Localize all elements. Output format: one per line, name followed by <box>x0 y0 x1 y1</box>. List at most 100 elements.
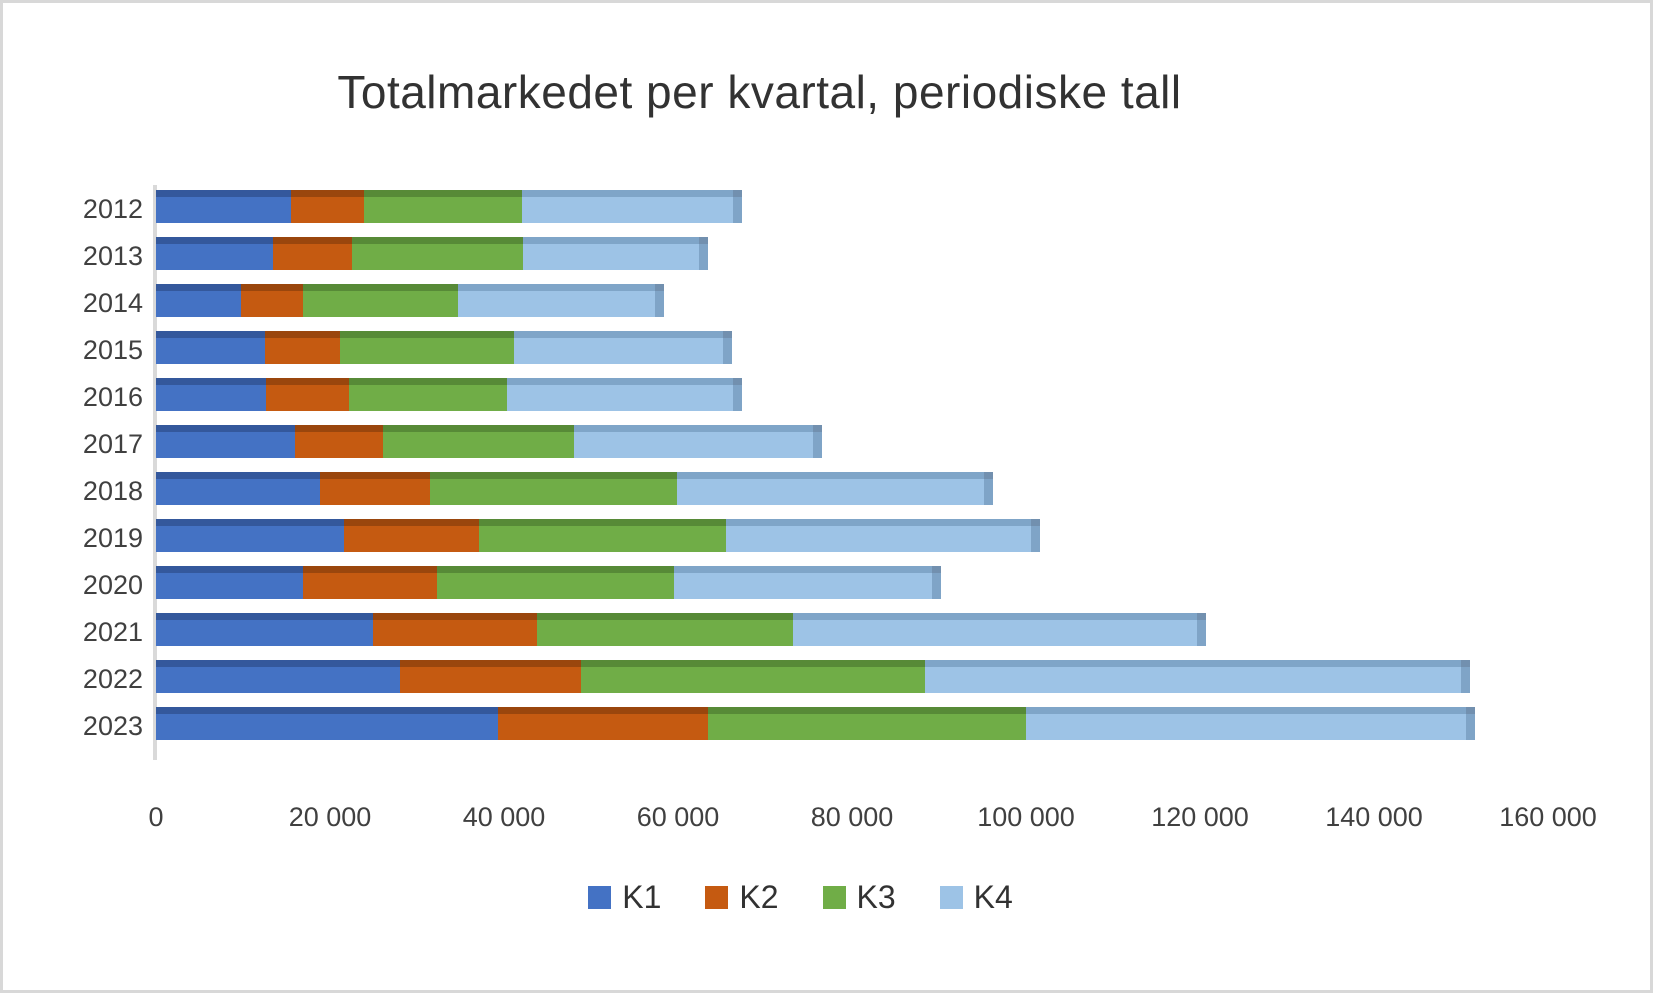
bar-row-2012: 2012 <box>58 189 1548 236</box>
bar-segment-K2 <box>303 566 437 599</box>
y-axis-label: 2020 <box>82 570 143 600</box>
bar-end-cap <box>732 378 742 411</box>
y-axis-label: 2013 <box>82 241 143 271</box>
bar-segment-K4 <box>523 237 699 270</box>
bar-segment-K3 <box>349 378 507 411</box>
bar-segment-K2 <box>372 613 538 646</box>
x-axis-tick-labels: 0 20 000 40 000 60 000 80 000 100 000 120 000 1… <box>148 802 1596 838</box>
bar-segment-K2 <box>319 472 431 505</box>
bar-segment-K3 <box>436 566 675 599</box>
y-axis-label: 2022 <box>82 664 143 694</box>
stacked-bar <box>156 519 1548 552</box>
x-axis-tick-label: 40 000 <box>462 802 546 832</box>
stacked-bar <box>156 613 1548 646</box>
bar-end-cap <box>1197 613 1207 646</box>
bar-row-2016: 2016 <box>58 377 1548 424</box>
bar-segment-K1 <box>156 519 344 552</box>
bar-row-2017: 2017 <box>58 424 1548 471</box>
legend-item-K4: K4 <box>939 879 1013 916</box>
legend-swatch-icon <box>588 886 612 909</box>
legend-swatch-icon <box>822 886 846 909</box>
stacked-bar <box>156 566 1548 599</box>
bar-end-cap <box>698 237 708 270</box>
bar-row-2023: 2023 <box>58 706 1548 753</box>
bar-row-2020: 2020 <box>58 565 1548 612</box>
bar-segment-K3 <box>363 190 523 223</box>
bar-end-cap <box>655 284 665 317</box>
legend-item-K3: K3 <box>822 879 896 916</box>
x-axis-tick-label: 20 000 <box>288 802 372 832</box>
x-axis-tick-label: 140 000 <box>1325 802 1423 832</box>
stacked-bar <box>156 284 1548 317</box>
bar-segment-K1 <box>156 425 296 458</box>
bar-segment-K1 <box>156 237 274 270</box>
bar-segment-K4 <box>725 519 1032 552</box>
bar-segment-K2 <box>266 378 350 411</box>
y-axis-label: 2015 <box>82 335 143 365</box>
x-axis-tick-label: 100 000 <box>977 802 1075 832</box>
bar-segment-K4 <box>457 284 656 317</box>
bar-segment-K3 <box>383 425 574 458</box>
bar-row-2013: 2013 <box>58 236 1548 283</box>
bar-segment-K1 <box>156 613 373 646</box>
y-axis-label: 2014 <box>82 288 143 318</box>
bar-segment-K3 <box>581 660 926 693</box>
x-axis-tick-label: 0 <box>148 802 164 832</box>
bar-row-2022: 2022 <box>58 659 1548 706</box>
legend-item-K2: K2 <box>705 879 779 916</box>
bar-segment-K2 <box>241 284 304 317</box>
bar-segment-K4 <box>573 425 813 458</box>
bar-segment-K1 <box>156 472 320 505</box>
stacked-bar <box>156 660 1548 693</box>
bar-row-2015: 2015 <box>58 330 1548 377</box>
bar-row-2019: 2019 <box>58 518 1548 565</box>
y-axis-label: 2012 <box>82 194 143 224</box>
bar-segment-K4 <box>522 190 733 223</box>
chart-title: Totalmarkedet per kvartal, periodiske ta… <box>337 66 1182 118</box>
y-axis-label: 2018 <box>82 476 143 506</box>
bar-segment-K1 <box>156 331 265 364</box>
bar-segment-K3 <box>430 472 678 505</box>
stacked-bar <box>156 472 1548 505</box>
y-axis-line <box>153 185 157 760</box>
bar-segment-K2 <box>273 237 352 270</box>
bar-segment-K2 <box>290 190 364 223</box>
stacked-bar <box>156 331 1548 364</box>
x-axis-tick-label: 120 000 <box>1151 802 1249 832</box>
bar-segment-K3 <box>340 331 514 364</box>
legend: K1 K2 K3 K4 <box>3 879 1598 916</box>
bar-segment-K2 <box>295 425 384 458</box>
bar-end-cap <box>1031 519 1041 552</box>
stacked-bar <box>156 378 1548 411</box>
y-axis-label: 2017 <box>82 429 143 459</box>
bar-segment-K1 <box>156 378 267 411</box>
bar-segment-K4 <box>513 331 724 364</box>
legend-label: K1 <box>622 879 662 915</box>
legend-item-K1: K1 <box>588 879 661 916</box>
stacked-bar <box>156 237 1548 270</box>
legend-label: K2 <box>739 879 779 915</box>
bar-segment-K3 <box>537 613 793 646</box>
bar-row-2014: 2014 <box>58 283 1548 330</box>
bar-segment-K1 <box>156 190 291 223</box>
bar-end-cap <box>932 566 941 599</box>
bar-segment-K1 <box>156 707 498 740</box>
bar-end-cap <box>723 331 733 364</box>
x-axis-tick-label: 160 000 <box>1499 802 1597 832</box>
bar-segment-K3 <box>708 707 1026 740</box>
bar-segment-K2 <box>497 707 709 740</box>
legend-label: K4 <box>973 879 1013 915</box>
x-axis-tick-label: 80 000 <box>810 802 894 832</box>
bar-segment-K4 <box>925 660 1461 693</box>
bar-segment-K3 <box>478 519 726 552</box>
bar-end-cap <box>732 190 742 223</box>
stacked-bar <box>156 190 1548 223</box>
plot-area: 2012 2013 2014 2015 2016 2017 2018 2019 2020 2021… <box>58 189 1548 753</box>
bar-end-cap <box>1466 707 1476 740</box>
stacked-bar <box>156 707 1548 740</box>
bar-row-2021: 2021 <box>58 612 1548 659</box>
bar-segment-K2 <box>264 331 341 364</box>
legend-label: K3 <box>856 879 896 915</box>
bar-segment-K1 <box>156 660 401 693</box>
